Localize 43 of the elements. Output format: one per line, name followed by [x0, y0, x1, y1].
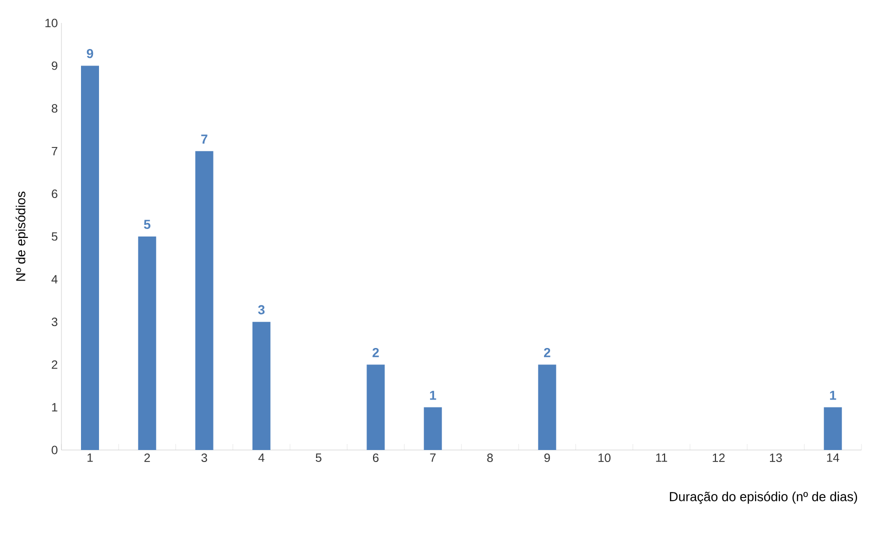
- x-tick-label: 14: [827, 454, 840, 462]
- x-tick-label: 4: [258, 454, 264, 462]
- bar: [824, 407, 842, 450]
- bar: [81, 66, 99, 450]
- y-tick-label: 2: [52, 360, 58, 369]
- x-tick-label: 6: [372, 454, 379, 462]
- y-tick-label: 6: [52, 190, 58, 198]
- y-tick-label: 3: [52, 318, 58, 326]
- data-label: 2: [372, 348, 379, 358]
- bar: [195, 151, 214, 450]
- x-tick-label: 2: [144, 454, 150, 462]
- y-axis-title: Nº de episódios: [16, 192, 28, 281]
- x-tick-label: 5: [316, 454, 322, 462]
- data-label: 1: [430, 390, 436, 400]
- x-tick-label: 8: [487, 454, 493, 462]
- y-tick-label: 10: [45, 18, 58, 28]
- data-label: 7: [201, 134, 208, 144]
- data-label: 1: [830, 390, 836, 400]
- bar: [424, 407, 442, 450]
- y-tick-label: 4: [52, 275, 58, 284]
- x-tick-label: 11: [656, 454, 668, 462]
- data-label: 2: [544, 348, 550, 358]
- y-tick-label: 0: [52, 446, 58, 454]
- x-tick-label: 10: [598, 454, 611, 462]
- bar: [538, 364, 556, 450]
- y-tick-label: 8: [52, 104, 58, 113]
- bar: [138, 236, 156, 450]
- data-label: 5: [144, 220, 150, 229]
- y-tick-label: 5: [52, 232, 58, 241]
- data-label: 9: [86, 48, 94, 58]
- y-tick-label: 9: [52, 61, 58, 70]
- x-tick-label: 7: [430, 454, 436, 462]
- y-tick-label: 1: [52, 403, 58, 412]
- x-tick-label: 1: [88, 454, 93, 462]
- x-tick-label: 9: [544, 454, 550, 462]
- y-tick-label: 7: [52, 146, 58, 156]
- x-tick-label: 3: [201, 454, 208, 462]
- bar: [252, 322, 270, 450]
- bar: [366, 364, 385, 450]
- x-axis-title: Duração do episódio (nº de dias): [670, 492, 858, 504]
- data-label: 3: [258, 305, 265, 314]
- x-tick-label: 12: [712, 454, 725, 462]
- x-tick-label: 13: [770, 454, 782, 462]
